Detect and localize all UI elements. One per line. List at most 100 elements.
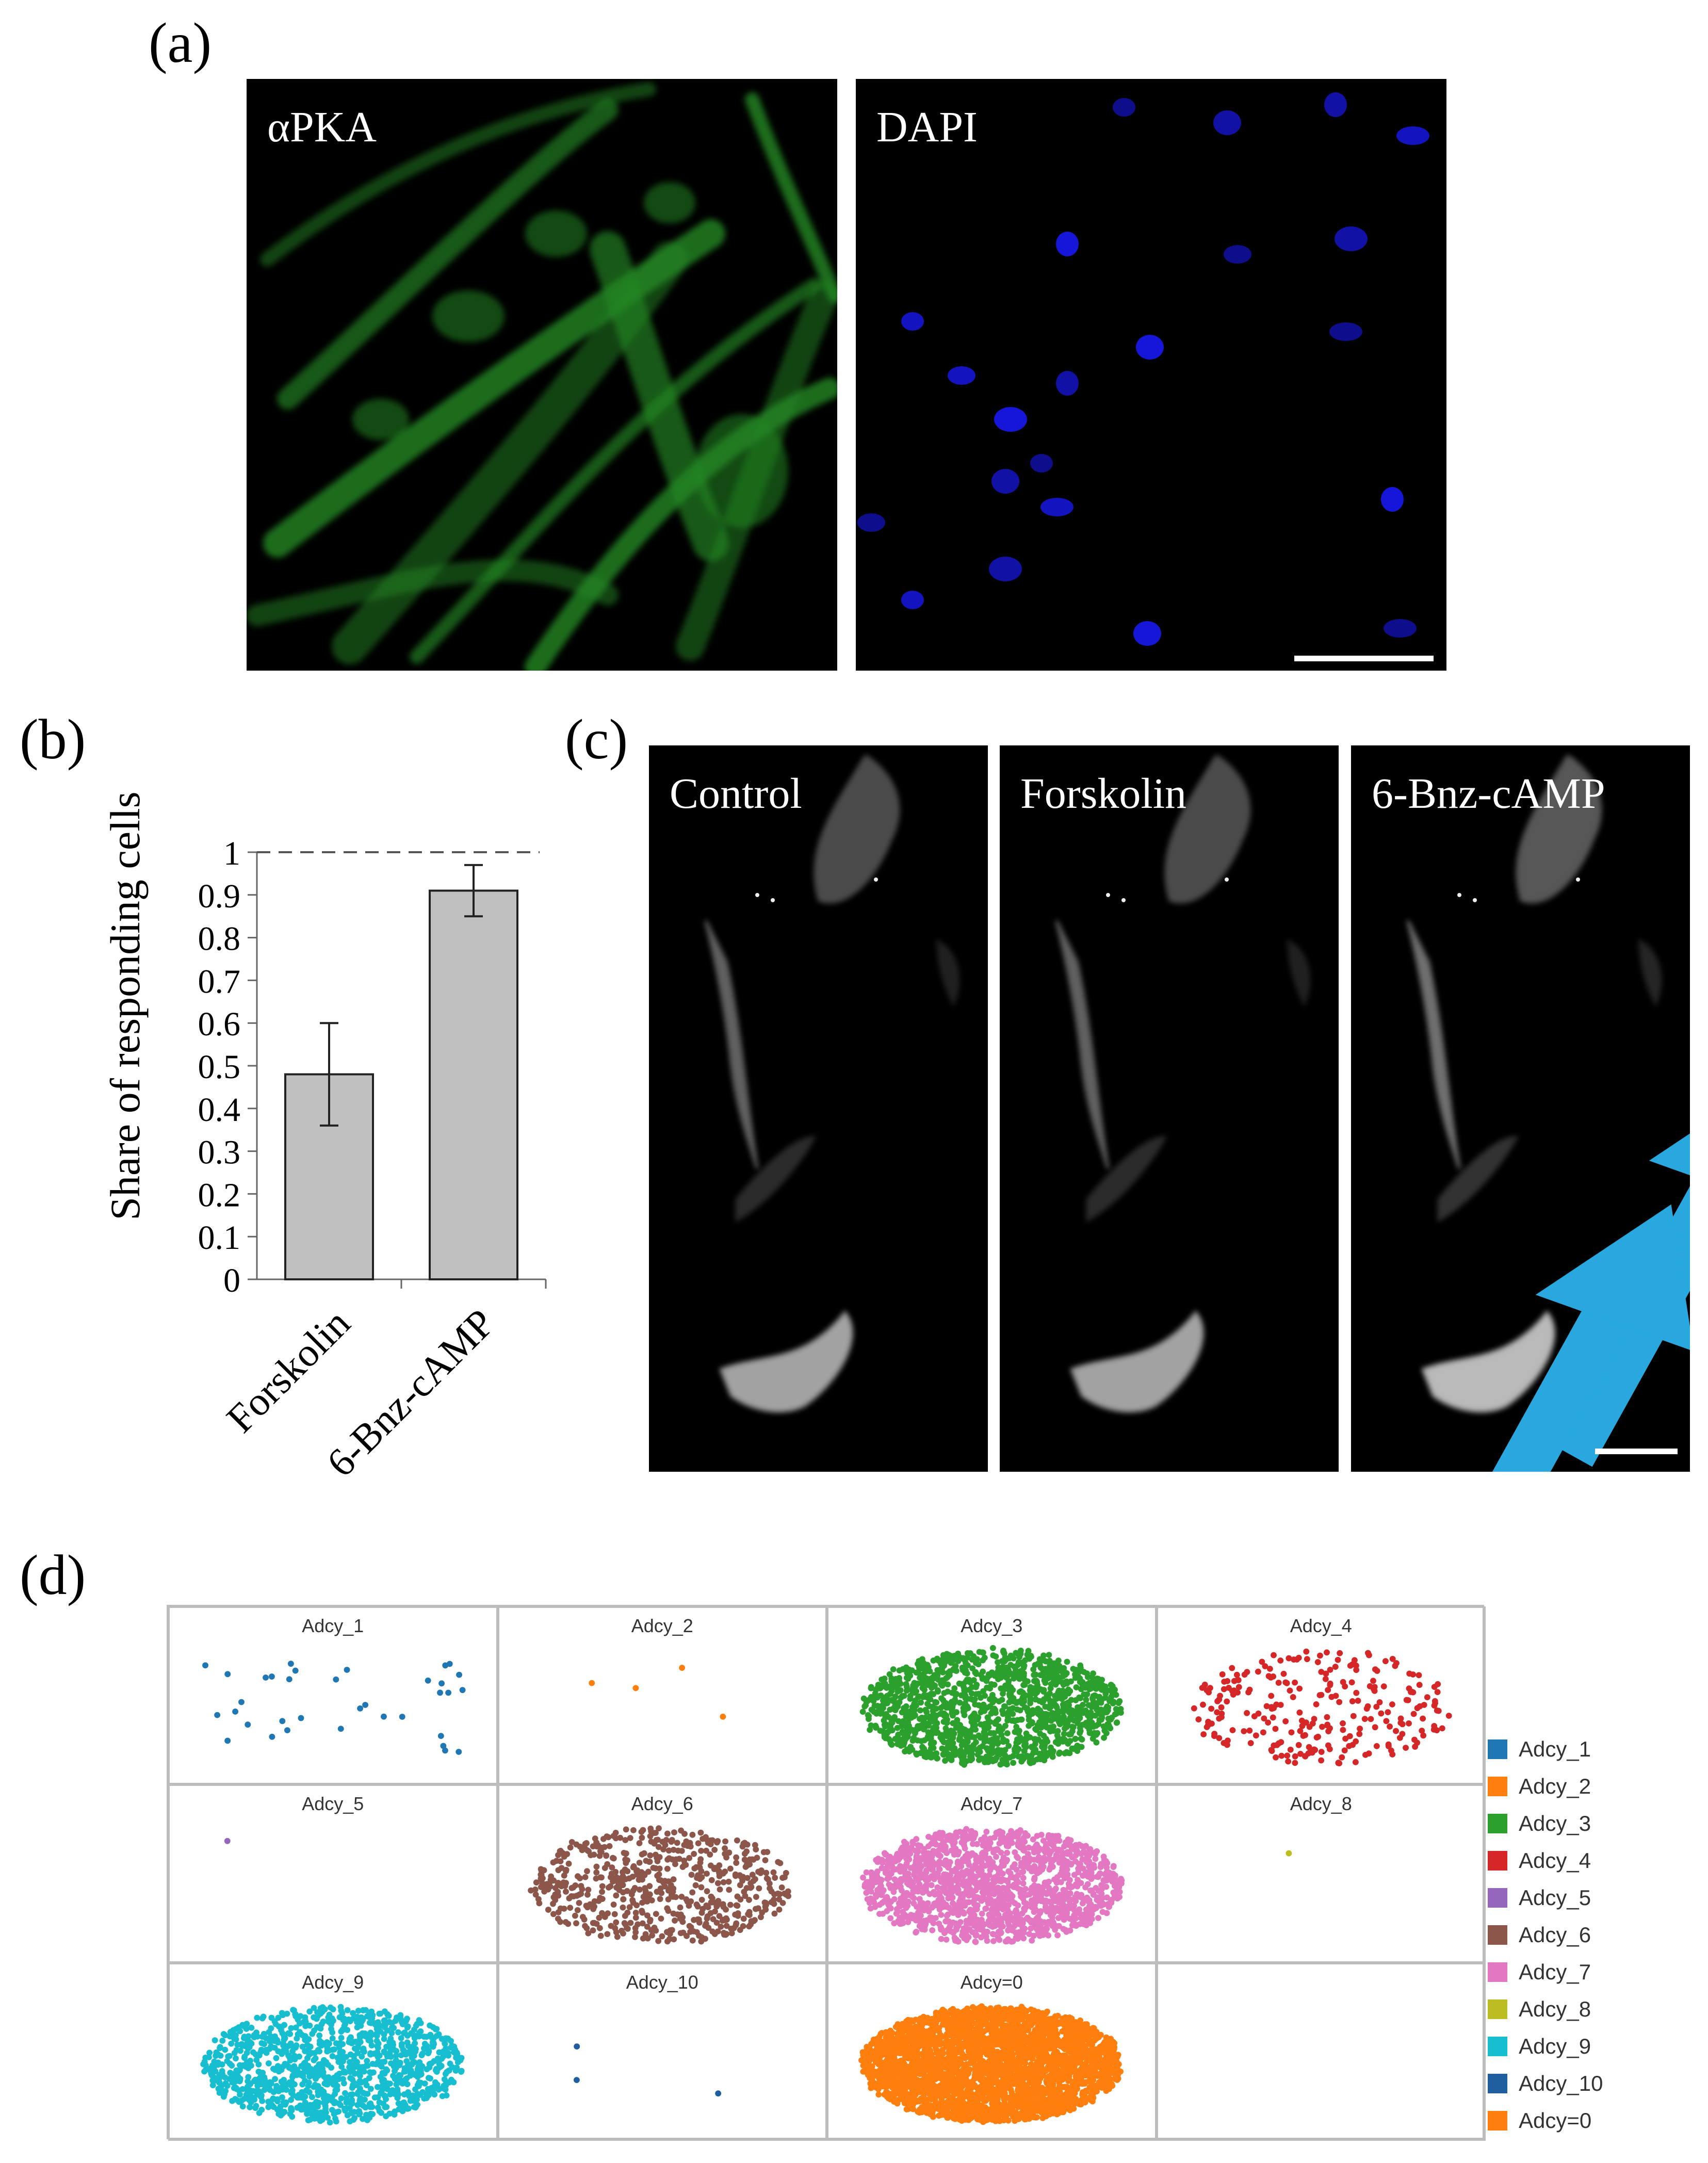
umap-point (383, 2113, 389, 2119)
umap-point (965, 1869, 972, 1876)
umap-point (280, 2042, 287, 2048)
umap-point (933, 1730, 939, 1736)
umap-point (932, 1699, 938, 1705)
bnz-image (1406, 754, 1662, 1413)
umap-point (895, 1718, 902, 1725)
umap-point (450, 2049, 457, 2055)
umap-point (344, 2097, 351, 2104)
micrograph-label-control: Control (670, 770, 802, 818)
umap-point (766, 1885, 773, 1892)
umap-point (454, 2059, 461, 2066)
umap-point (1215, 1715, 1222, 1722)
umap-point (1027, 1891, 1033, 1898)
umap-point (915, 1669, 921, 1676)
umap-point (533, 1879, 540, 1886)
umap-point (354, 2050, 361, 2056)
umap-point (268, 2014, 275, 2021)
umap-point (884, 1865, 891, 1872)
umap-point (636, 1886, 643, 1893)
umap-point (1229, 1727, 1235, 1733)
umap-point (229, 2072, 235, 2078)
umap-point (1034, 1682, 1041, 1688)
umap-point (592, 1835, 598, 1842)
umap-point (670, 1889, 676, 1895)
umap-point (1083, 1697, 1089, 1703)
umap-point (377, 2073, 384, 2080)
umap-point (909, 1737, 916, 1744)
micrograph-control: Control (649, 745, 988, 1472)
umap-point (714, 1838, 721, 1845)
umap-point (896, 1667, 903, 1674)
umap-point (408, 2051, 415, 2058)
umap-point (1046, 1652, 1052, 1658)
micrograph-pka: αPKA (247, 79, 837, 671)
umap-point (964, 1921, 970, 1927)
umap-point (931, 1840, 938, 1846)
umap-point (1434, 1689, 1441, 1696)
umap-point (1060, 1687, 1066, 1694)
umap-point (1319, 1723, 1325, 1730)
umap-point (890, 1885, 897, 1892)
umap-point (1112, 1875, 1118, 1882)
umap-point (1038, 1832, 1045, 1839)
umap-point (1067, 1737, 1073, 1744)
umap-point (1035, 1705, 1042, 1712)
umap-point (302, 2014, 308, 2021)
umap-point (988, 1756, 995, 1763)
umap-cell-title: Adcy_5 (302, 1793, 364, 1815)
umap-point (749, 1872, 756, 1878)
umap-point (297, 2028, 303, 2035)
umap-point (950, 1689, 957, 1696)
umap-point (1040, 1652, 1047, 1659)
umap-point (317, 2038, 323, 2044)
umap-point (762, 1900, 769, 1907)
umap-point (561, 1906, 567, 1912)
umap-point (399, 1714, 405, 1720)
y-tick-label: 0.4 (198, 1091, 241, 1129)
umap-point (981, 1891, 987, 1897)
umap-point (986, 1892, 993, 1898)
umap-point (356, 2108, 362, 2114)
umap-point (999, 1697, 1005, 1703)
dapi-stain-image (857, 92, 1429, 646)
umap-point (1019, 1840, 1026, 1847)
umap-point (254, 2087, 261, 2093)
umap-point (598, 1910, 605, 1916)
umap-point (284, 2010, 290, 2017)
umap-point (1091, 1862, 1097, 1868)
umap-point (645, 1868, 652, 1875)
umap-point (333, 2040, 339, 2046)
umap-point (955, 1882, 962, 1889)
umap-point (980, 1885, 987, 1892)
umap-point (698, 1897, 705, 1904)
umap-point (1078, 1892, 1085, 1898)
umap-point (1410, 1711, 1417, 1717)
umap-point (306, 2022, 313, 2029)
umap-point (574, 1873, 581, 1880)
umap-point (950, 1900, 956, 1907)
arrow-blue-icon (1492, 1204, 1690, 1472)
umap-point (584, 1930, 591, 1937)
umap-point (359, 2053, 365, 2060)
umap-point (328, 2021, 335, 2028)
umap-point (739, 1878, 745, 1884)
umap-point (901, 1693, 907, 1699)
umap-point (955, 1887, 962, 1893)
umap-point (449, 2042, 456, 2049)
umap-point (1032, 1690, 1038, 1697)
umap-point (642, 1858, 649, 1864)
umap-point (1049, 1904, 1055, 1910)
umap-point (215, 2085, 222, 2092)
umap-point (357, 2022, 364, 2029)
umap-point (879, 1890, 885, 1896)
umap-point (258, 2092, 265, 2099)
umap-point (1115, 1700, 1122, 1706)
umap-point (1431, 1702, 1437, 1709)
umap-point (330, 2081, 337, 2088)
umap-point (987, 1922, 993, 1928)
umap-point (1072, 1858, 1079, 1865)
umap-point (237, 2077, 243, 2084)
umap-point (1416, 1672, 1422, 1679)
umap-point (985, 1900, 991, 1907)
umap-point (558, 1865, 564, 1872)
